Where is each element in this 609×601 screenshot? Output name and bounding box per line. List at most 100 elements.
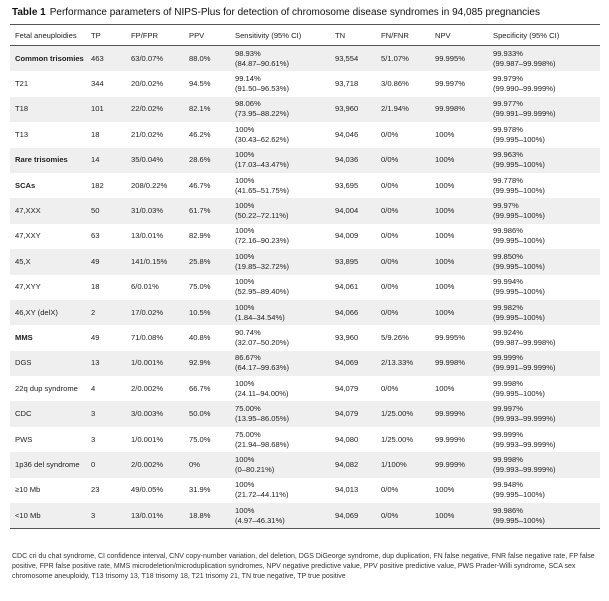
table-cell: 46.2% [189,129,211,139]
table-row: 45,X 49 141/0.15% 25.8% 100% (19.85–32.72%) 93… [10,249,600,275]
table-cell: 94,046 [335,129,359,139]
table-cell: 2/0.002% [131,383,164,393]
table-row: Common trisomies 463 63/0.07% 88.0% 98.93% (8… [10,45,600,72]
table-cell: 17/0.02% [126,299,184,326]
cell-value: 100% [235,124,255,134]
cell-value: 99.982% [493,302,523,312]
table-body: Common trisomies 463 63/0.07% 88.0% 98.93% (8… [10,45,600,530]
table-cell: 100% (0–80.21%) [230,452,330,478]
table-cell: 94,066 [330,299,376,326]
table-cell: 94,079 [330,401,376,427]
table-cell: 98.93% (84.87–90.61%) [230,45,330,72]
cell-value: 90.74% [235,327,261,337]
table-cell: 99.924% (99.987–99.998%) [488,325,600,350]
table-cell: 23 [91,485,100,495]
column-header: TN [330,24,376,46]
table-cell: 100% (1.84–34.54%) [230,299,330,326]
cell-value: 99.997% [493,404,523,414]
cell-interval: (99.995–100%) [493,287,545,297]
table-cell: 63/0.07% [126,45,184,72]
table-cell: 94,082 [330,452,376,478]
table-cell: 99.998% (99.995–100%) [488,376,600,401]
table-row: <10 Mb 3 13/0.01% 18.8% 100% (4.97–46.31%) 94,… [10,503,600,530]
table-cell: 21/0.02% [131,129,164,139]
table-cell: 94,009 [335,231,359,241]
cell-interval: (99.995–100%) [493,160,545,170]
column-header: FN/FNR [376,24,430,46]
cell-interval: (21.94–98.68%) [235,439,290,449]
cell-value: 99.97% [493,201,519,211]
row-label: Common trisomies [10,45,86,72]
table-cell: 99.948% (99.995–100%) [488,478,600,503]
table-cell: 99.14% (91.50–96.53%) [230,71,330,96]
row-label: 47,XXY [15,231,41,241]
cell-interval: (13.95–86.05%) [235,414,290,424]
table-cell: 94,069 [330,503,376,530]
table-cell: 100% (21.72–44.11%) [230,478,330,503]
cell-value: 99.999% [493,353,523,363]
table-cell: 71/0.08% [131,332,164,342]
table-row: DGS 13 1/0.001% 92.9% 86.67% (64.17–99.63%) 94… [10,350,600,377]
table-cell: 18 [91,129,100,139]
table-row: CDC 3 3/0.003% 50.0% 75.00% (13.95–86.05%) 94,… [10,401,600,427]
cell-interval: (24.11–94.00%) [235,388,289,398]
table-cell: 94,004 [330,198,376,224]
cell-value: 99.948% [493,480,523,490]
table-cell: 0/0% [381,129,399,139]
cell-interval: (32.07–50.20%) [235,337,290,347]
table-cell: 100% (4.97–46.31%) [230,503,330,530]
table-cell: 99.986% (99.995–100%) [488,503,600,530]
table-cell: 49 [86,249,126,275]
table-cell: 75.0% [189,434,211,444]
table-cell: 100% [435,180,455,190]
table-cell: 6/0.01% [131,282,159,292]
table-cell: 100% (50.22–72.11%) [230,198,330,224]
column-header: Fetal aneuploidies [10,24,86,46]
cell-interval: (99.995–100%) [493,236,545,246]
table-cell: 94,036 [330,147,376,173]
row-label: 47,XXX [10,198,86,224]
table-cell: 100% (19.85–32.72%) [230,249,330,275]
table-cell: 99.998% [430,350,488,377]
row-label: T21 [15,79,29,89]
table-caption: Table 1 Performance parameters of NIPS-Pl… [12,7,540,18]
table-row: PWS 3 1/0.001% 75.0% 75.00% (21.94–98.68%) 94,… [10,427,600,452]
table-row: 1p36 del syndrome 0 2/0.002% 0% 100% (0–80.21… [10,452,600,478]
table-cell: 99.999% (99.993–99.999%) [488,427,600,452]
row-label: CDC [10,401,86,427]
cell-value: 98.06% [235,99,261,109]
table-cell: 100% (72.16–90.23%) [230,224,330,249]
table-cell: 18 [91,282,100,292]
table-cell: 100% [430,249,488,275]
table-cell: 75.00% (13.95–86.05%) [230,401,330,427]
table-cell: 31/0.03% [126,198,184,224]
table-cell: 61.7% [184,198,230,224]
cell-interval: (99.993–99.999%) [493,464,556,474]
table-cell: 93,960 [335,332,359,342]
table-cell: 94,069 [330,350,376,377]
cell-interval: (84.87–90.61%) [235,58,290,68]
table-row: Rare trisomies 14 35/0.04% 28.6% 100% (17.03–… [10,147,600,173]
table-cell: 100% [430,503,488,530]
table-cell: 66.7% [189,383,211,393]
cell-value: 99.924% [493,327,523,337]
table-cell: 75.00% (21.94–98.68%) [230,427,330,452]
cell-value: 75.00% [235,404,261,414]
cell-interval: (99.995–100%) [493,490,545,500]
table-cell: 100% (17.03–43.47%) [230,147,330,173]
table-cell: 0/0% [381,383,399,393]
row-label: 47,XYY [15,282,41,292]
table-cell: 99.97% (99.995–100%) [488,198,600,224]
cell-interval: (4.97–46.31%) [235,515,285,525]
cell-value: 75.00% [235,429,261,439]
table-cell: 99.995% [435,332,465,342]
table-cell: 28.6% [184,147,230,173]
table-cell: 99.978% (99.995–100%) [488,122,600,147]
cell-interval: (41.65–51.75%) [235,185,290,195]
cell-value: 99.986% [493,505,523,515]
table-row: 47,XXX 50 31/0.03% 61.7% 100% (50.22–72.11%) 9… [10,198,600,224]
table-cell: 31.9% [189,485,211,495]
table-cell: 20/0.02% [131,79,164,89]
table-cell: 13/0.01% [126,503,184,530]
table-row: 22q dup syndrome 4 2/0.002% 66.7% 100% (24.11… [10,376,600,401]
